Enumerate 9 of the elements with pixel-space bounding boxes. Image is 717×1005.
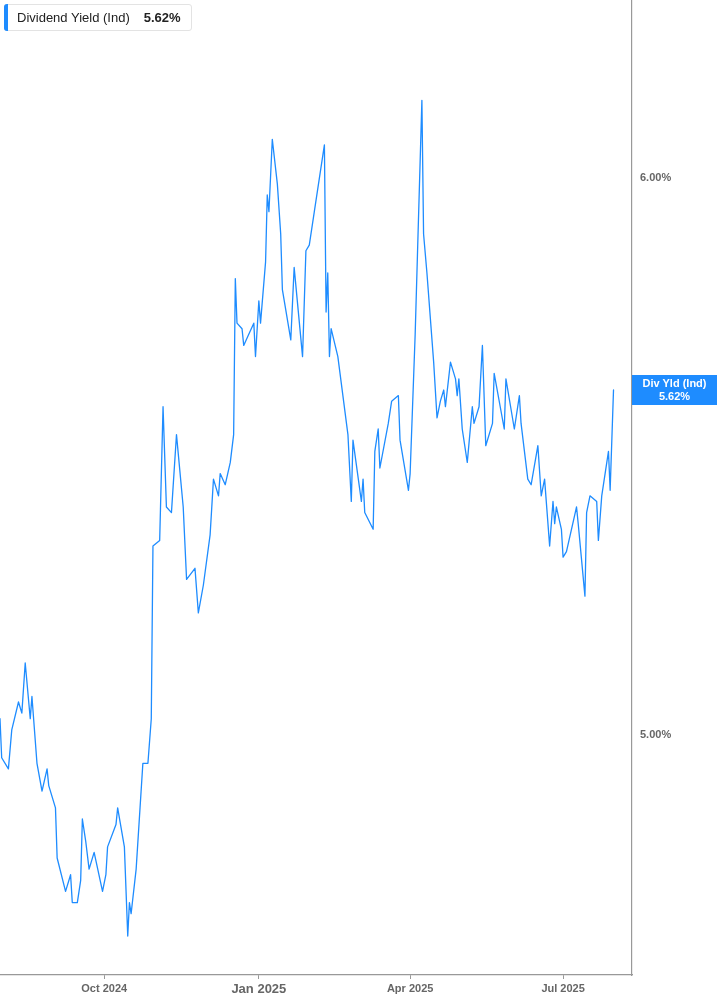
x-tick-label: Jul 2025 xyxy=(541,981,585,994)
x-tick-label: Jan 2025 xyxy=(231,981,287,997)
x-tick-label: Apr 2025 xyxy=(386,981,434,994)
annotation: 5.62% xyxy=(143,10,181,25)
legend-label: Dividend Yield (Ind) xyxy=(17,10,130,25)
y-tick-label: 5.00% xyxy=(640,728,672,741)
x-tick-label: Oct 2024 xyxy=(81,981,129,994)
y-tick-label: 6.00% xyxy=(640,171,672,184)
annotation: Div Yld (Ind) 5.62% xyxy=(642,376,707,402)
